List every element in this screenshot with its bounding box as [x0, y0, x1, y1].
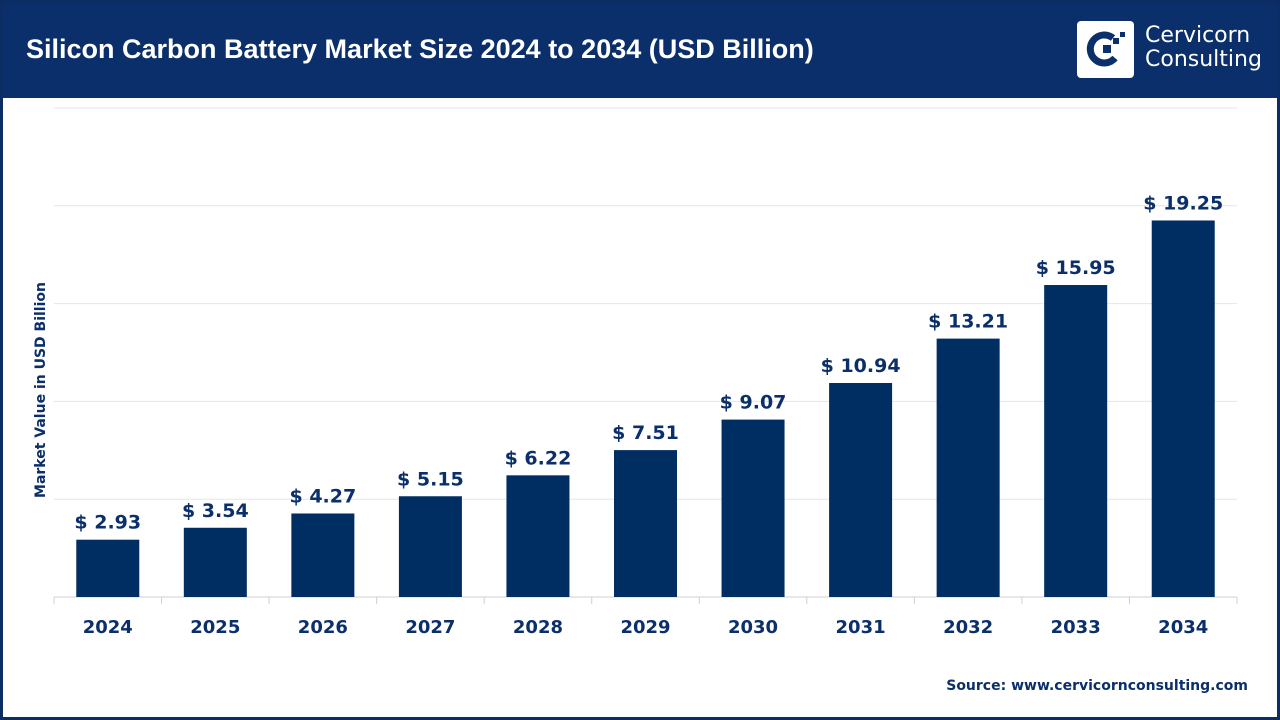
- x-tick-label: 2034: [1158, 617, 1208, 638]
- logo-text-line1: Cervicorn: [1145, 23, 1251, 48]
- x-tick-label: 2029: [620, 617, 670, 638]
- bar: [183, 527, 247, 597]
- x-tick-label: 2026: [298, 617, 348, 638]
- data-label: $ 9.07: [720, 392, 787, 414]
- bar: [1151, 220, 1215, 597]
- data-label: $ 13.21: [928, 311, 1008, 333]
- bar: [76, 539, 140, 597]
- header-bar: Silicon Carbon Battery Market Size 2024 …: [0, 0, 1280, 98]
- data-label: $ 19.25: [1143, 192, 1223, 214]
- data-label: $ 6.22: [505, 447, 572, 469]
- source-text: Source: www.cervicornconsulting.com: [946, 678, 1248, 694]
- bar: [506, 475, 570, 597]
- bar: [721, 419, 785, 597]
- data-label: $ 3.54: [182, 500, 249, 522]
- cervicorn-logo-icon: [1077, 21, 1134, 78]
- data-label: $ 7.51: [612, 422, 679, 444]
- x-tick-label: 2027: [405, 617, 455, 638]
- x-tick-label: 2025: [190, 617, 240, 638]
- x-tick-label: 2028: [513, 617, 563, 638]
- data-label: $ 4.27: [290, 485, 357, 507]
- logo-text-line2: Consulting: [1145, 47, 1262, 72]
- x-tick-label: 2031: [836, 617, 886, 638]
- data-label: $ 2.93: [74, 512, 141, 534]
- bar: [829, 383, 893, 597]
- x-tick-label: 2033: [1051, 617, 1101, 638]
- x-tick-label: 2024: [83, 617, 133, 638]
- x-tick-label: 2032: [943, 617, 993, 638]
- bar: [936, 338, 1000, 597]
- bar: [1044, 285, 1108, 597]
- bar: [398, 496, 462, 597]
- logo-text: Cervicorn Consulting: [1145, 24, 1262, 72]
- data-label: $ 10.94: [821, 355, 901, 377]
- bar: [291, 513, 355, 597]
- data-label: $ 15.95: [1036, 257, 1116, 279]
- x-tick-label: 2030: [728, 617, 778, 638]
- chart-title: Silicon Carbon Battery Market Size 2024 …: [26, 34, 814, 64]
- bar: [614, 450, 677, 597]
- data-label: $ 5.15: [397, 468, 464, 490]
